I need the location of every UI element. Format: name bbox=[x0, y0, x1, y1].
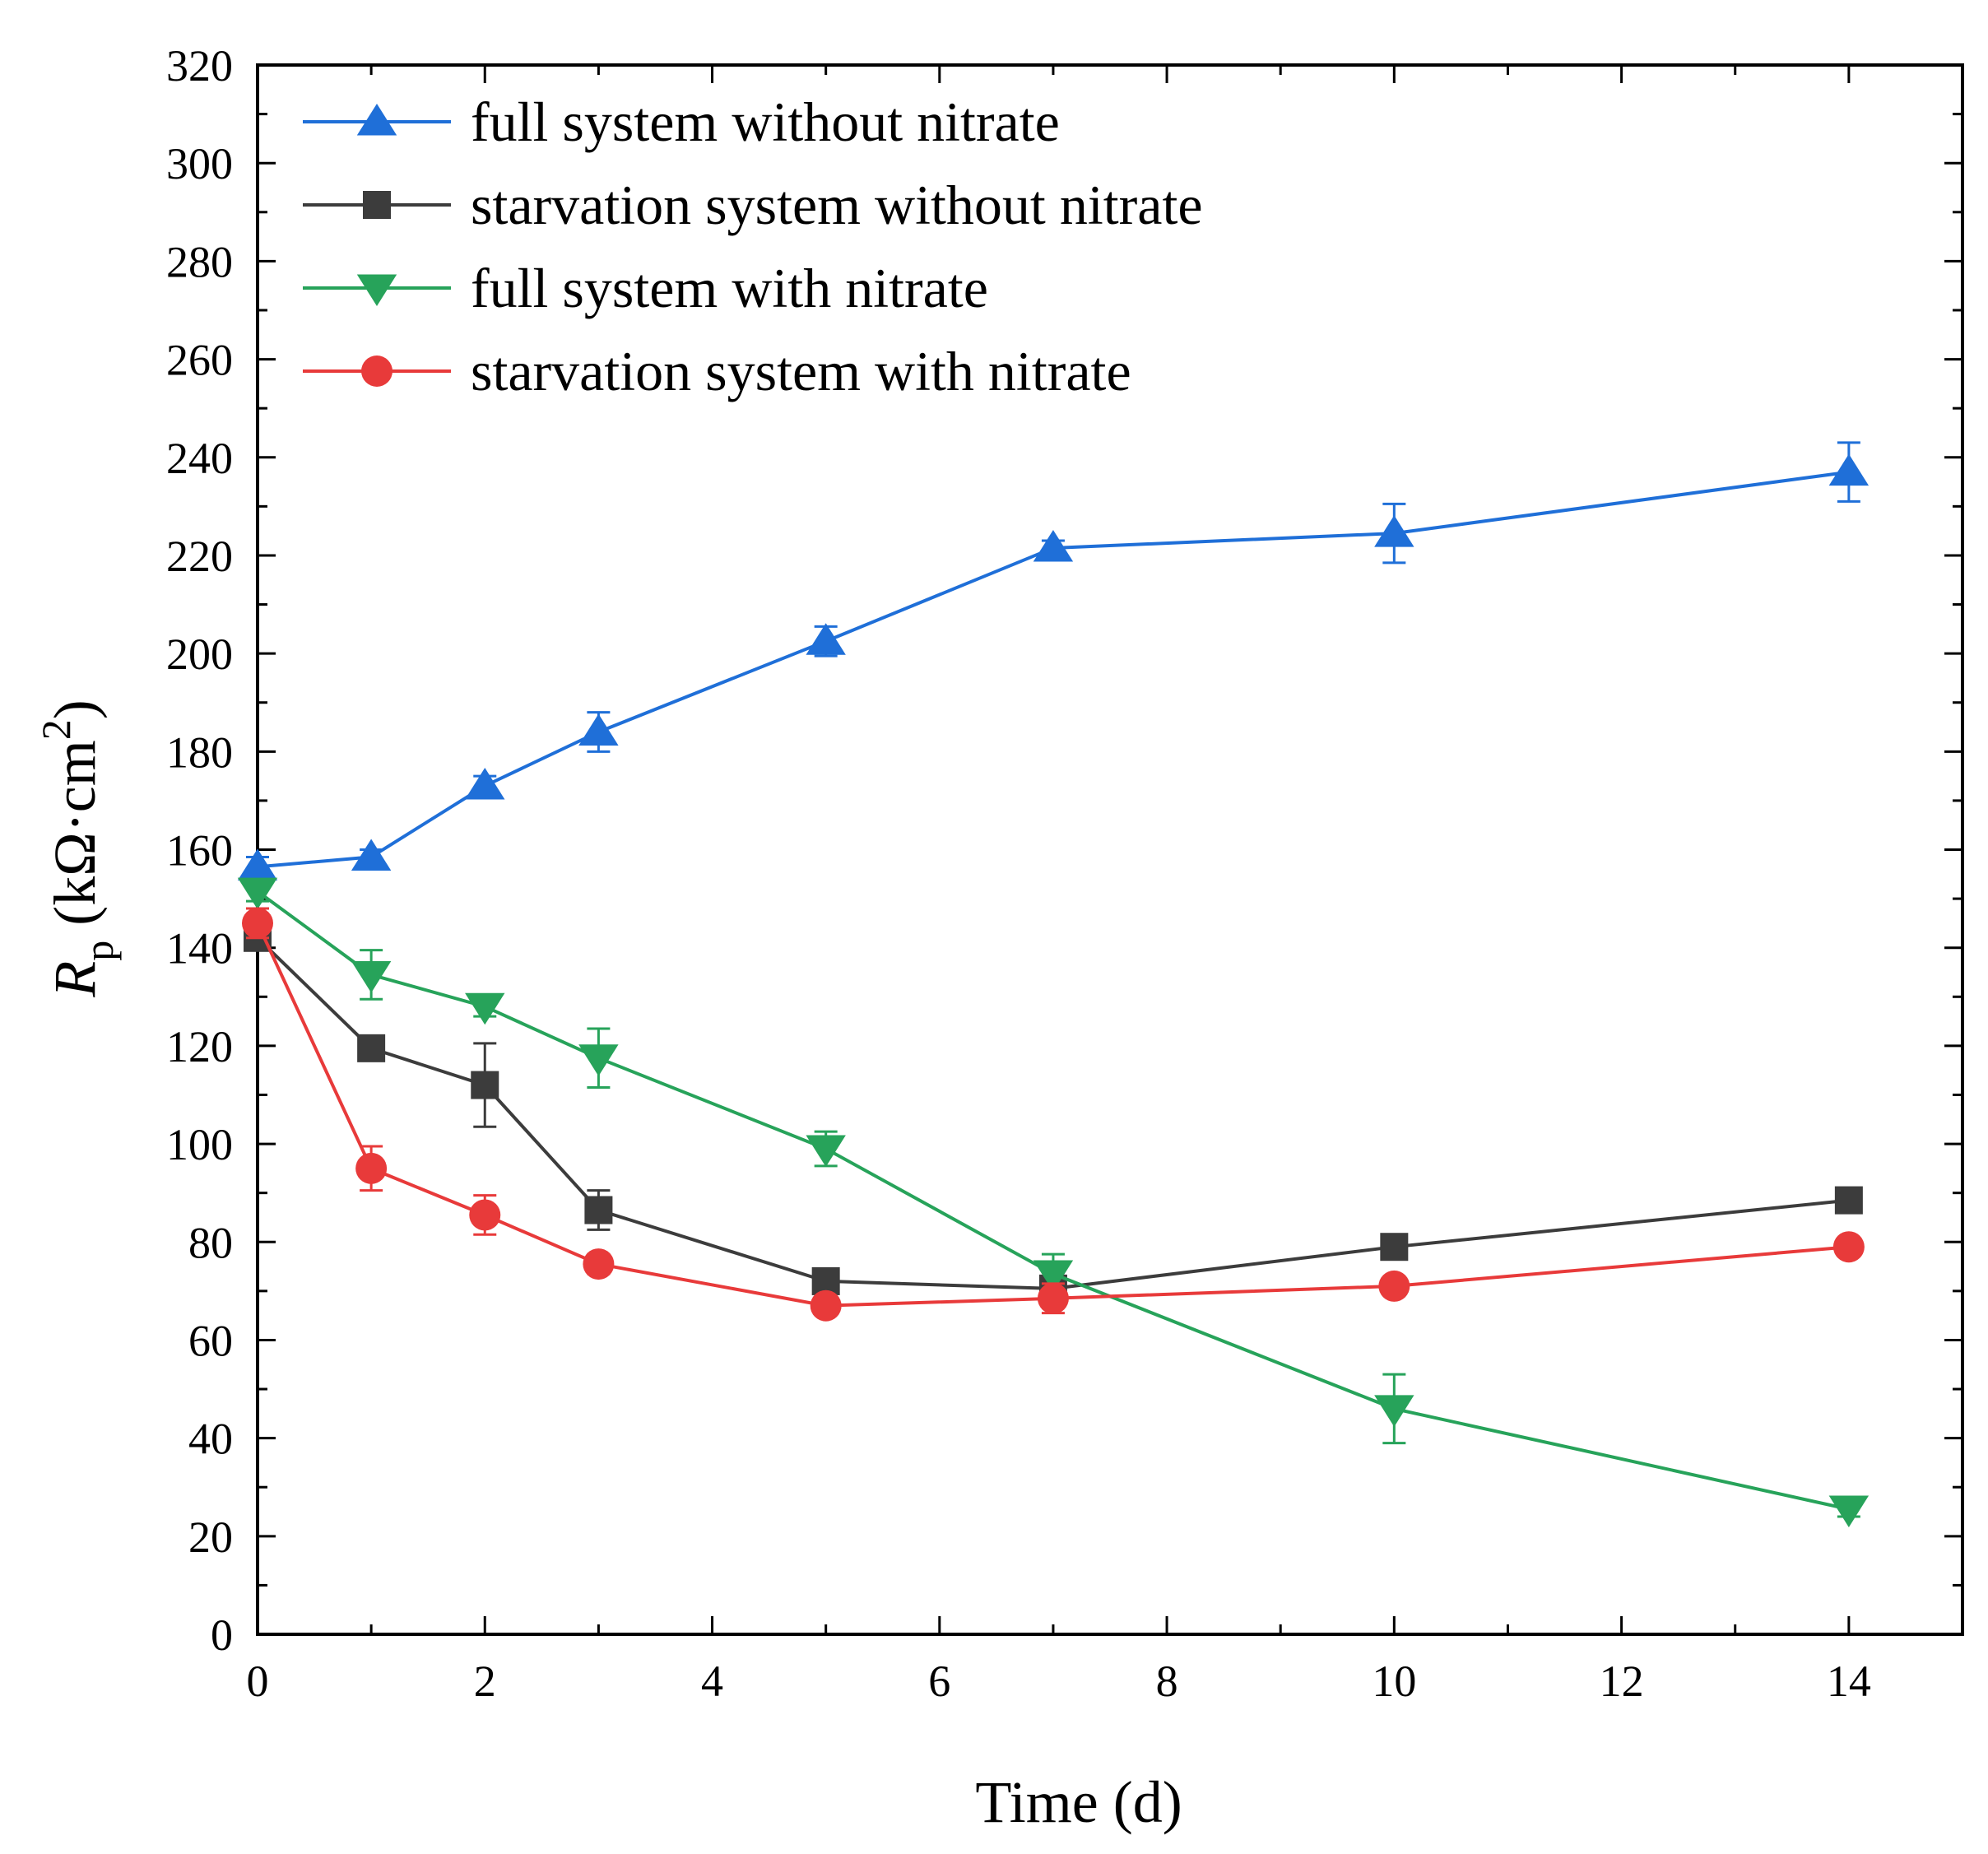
data-point bbox=[1378, 1270, 1410, 1302]
y-axis-subscript: p bbox=[76, 941, 122, 961]
data-point bbox=[1037, 1282, 1069, 1314]
y-tick-label: 160 bbox=[166, 826, 233, 876]
data-point bbox=[471, 1071, 499, 1099]
y-tick-label: 60 bbox=[188, 1316, 233, 1365]
y-tick-labels: 0 20 40 60 80 100 120 140 160 180 200 220 240 260 280 3… bbox=[166, 41, 233, 1660]
series-layer bbox=[237, 441, 1870, 1528]
data-point bbox=[584, 1196, 613, 1224]
y-tick-label: 40 bbox=[188, 1415, 233, 1464]
data-point bbox=[578, 713, 619, 746]
y-tick-label: 220 bbox=[166, 532, 233, 581]
series-3 bbox=[242, 907, 1865, 1322]
data-point bbox=[465, 768, 505, 800]
legend-label: starvation system without nitrate bbox=[471, 174, 1203, 236]
y-tick-label: 260 bbox=[166, 336, 233, 385]
legend-label: full system without nitrate bbox=[471, 91, 1060, 153]
data-point bbox=[578, 1044, 619, 1076]
legend-item: starvation system without nitrate bbox=[303, 174, 1203, 236]
data-point bbox=[1834, 1186, 1863, 1215]
data-point bbox=[1374, 515, 1414, 547]
data-point bbox=[351, 839, 392, 871]
x-tick-label: 12 bbox=[1600, 1657, 1644, 1706]
data-point bbox=[1380, 1233, 1409, 1262]
data-point bbox=[469, 1199, 501, 1231]
data-point bbox=[1828, 1495, 1870, 1528]
y-tick-label: 280 bbox=[166, 237, 233, 286]
data-point bbox=[1033, 1260, 1074, 1292]
series-2 bbox=[237, 877, 1870, 1528]
x-tick-label: 8 bbox=[1156, 1657, 1178, 1706]
x-tick-label: 6 bbox=[928, 1657, 950, 1706]
y-tick-label: 200 bbox=[166, 630, 233, 679]
data-point bbox=[1832, 1231, 1865, 1263]
y-tick-label: 0 bbox=[211, 1610, 233, 1660]
series-line bbox=[256, 890, 1850, 1511]
data-point bbox=[810, 1289, 842, 1322]
x-tick-label: 14 bbox=[1827, 1657, 1871, 1706]
y-tick-label: 240 bbox=[166, 434, 233, 483]
data-point bbox=[242, 907, 273, 939]
x-axis-title: Time (d) bbox=[975, 1769, 1182, 1835]
data-point bbox=[237, 877, 278, 910]
y-axis-symbol: R bbox=[42, 961, 108, 998]
legend: full system without nitrate starvation sy… bbox=[303, 91, 1203, 402]
x-tick-label: 10 bbox=[1372, 1657, 1416, 1706]
data-point bbox=[806, 623, 846, 655]
data-point bbox=[357, 1034, 386, 1062]
legend-label: full system with nitrate bbox=[471, 257, 988, 319]
x-tick-label: 2 bbox=[474, 1657, 496, 1706]
series-0 bbox=[237, 441, 1870, 881]
axis-ticks bbox=[256, 63, 1964, 1636]
x-tick-labels: 0 2 4 6 8 10 12 14 bbox=[247, 1657, 1871, 1706]
y-axis-unit-power: 2 bbox=[33, 719, 79, 740]
y-tick-label: 120 bbox=[166, 1022, 233, 1071]
data-point bbox=[1374, 1395, 1414, 1427]
series-line bbox=[256, 922, 1850, 1308]
data-point bbox=[237, 848, 278, 881]
data-point bbox=[351, 960, 392, 993]
legend-item: starvation system with nitrate bbox=[303, 340, 1131, 402]
x-tick-label: 4 bbox=[701, 1657, 723, 1706]
x-tick-label: 0 bbox=[247, 1657, 269, 1706]
y-tick-label: 300 bbox=[166, 139, 233, 188]
y-tick-label: 20 bbox=[188, 1512, 233, 1562]
legend-marker bbox=[356, 104, 397, 136]
legend-item: full system with nitrate bbox=[303, 257, 988, 319]
data-point bbox=[1033, 529, 1074, 562]
legend-marker bbox=[361, 355, 392, 387]
data-point bbox=[1828, 453, 1870, 486]
y-tick-label: 100 bbox=[166, 1120, 233, 1169]
data-point bbox=[355, 1152, 388, 1184]
legend-label: starvation system with nitrate bbox=[471, 340, 1131, 402]
legend-item: full system without nitrate bbox=[303, 91, 1060, 153]
data-point bbox=[806, 1135, 846, 1168]
legend-marker bbox=[356, 274, 397, 306]
legend-marker bbox=[363, 191, 391, 219]
y-tick-label: 140 bbox=[166, 924, 233, 973]
y-tick-label: 320 bbox=[166, 41, 233, 91]
y-axis-title: Rp (kΩ·cm2) bbox=[33, 699, 122, 997]
y-tick-label: 180 bbox=[166, 727, 233, 777]
series-line bbox=[256, 936, 1850, 1290]
data-point bbox=[583, 1248, 615, 1280]
data-point bbox=[465, 992, 505, 1025]
y-axis-unit-close: ) bbox=[42, 699, 108, 719]
series-line bbox=[257, 470, 1850, 869]
series-1 bbox=[244, 923, 1863, 1303]
y-axis-unit-open: (kΩ·cm bbox=[42, 740, 108, 940]
y-tick-label: 80 bbox=[188, 1218, 233, 1267]
